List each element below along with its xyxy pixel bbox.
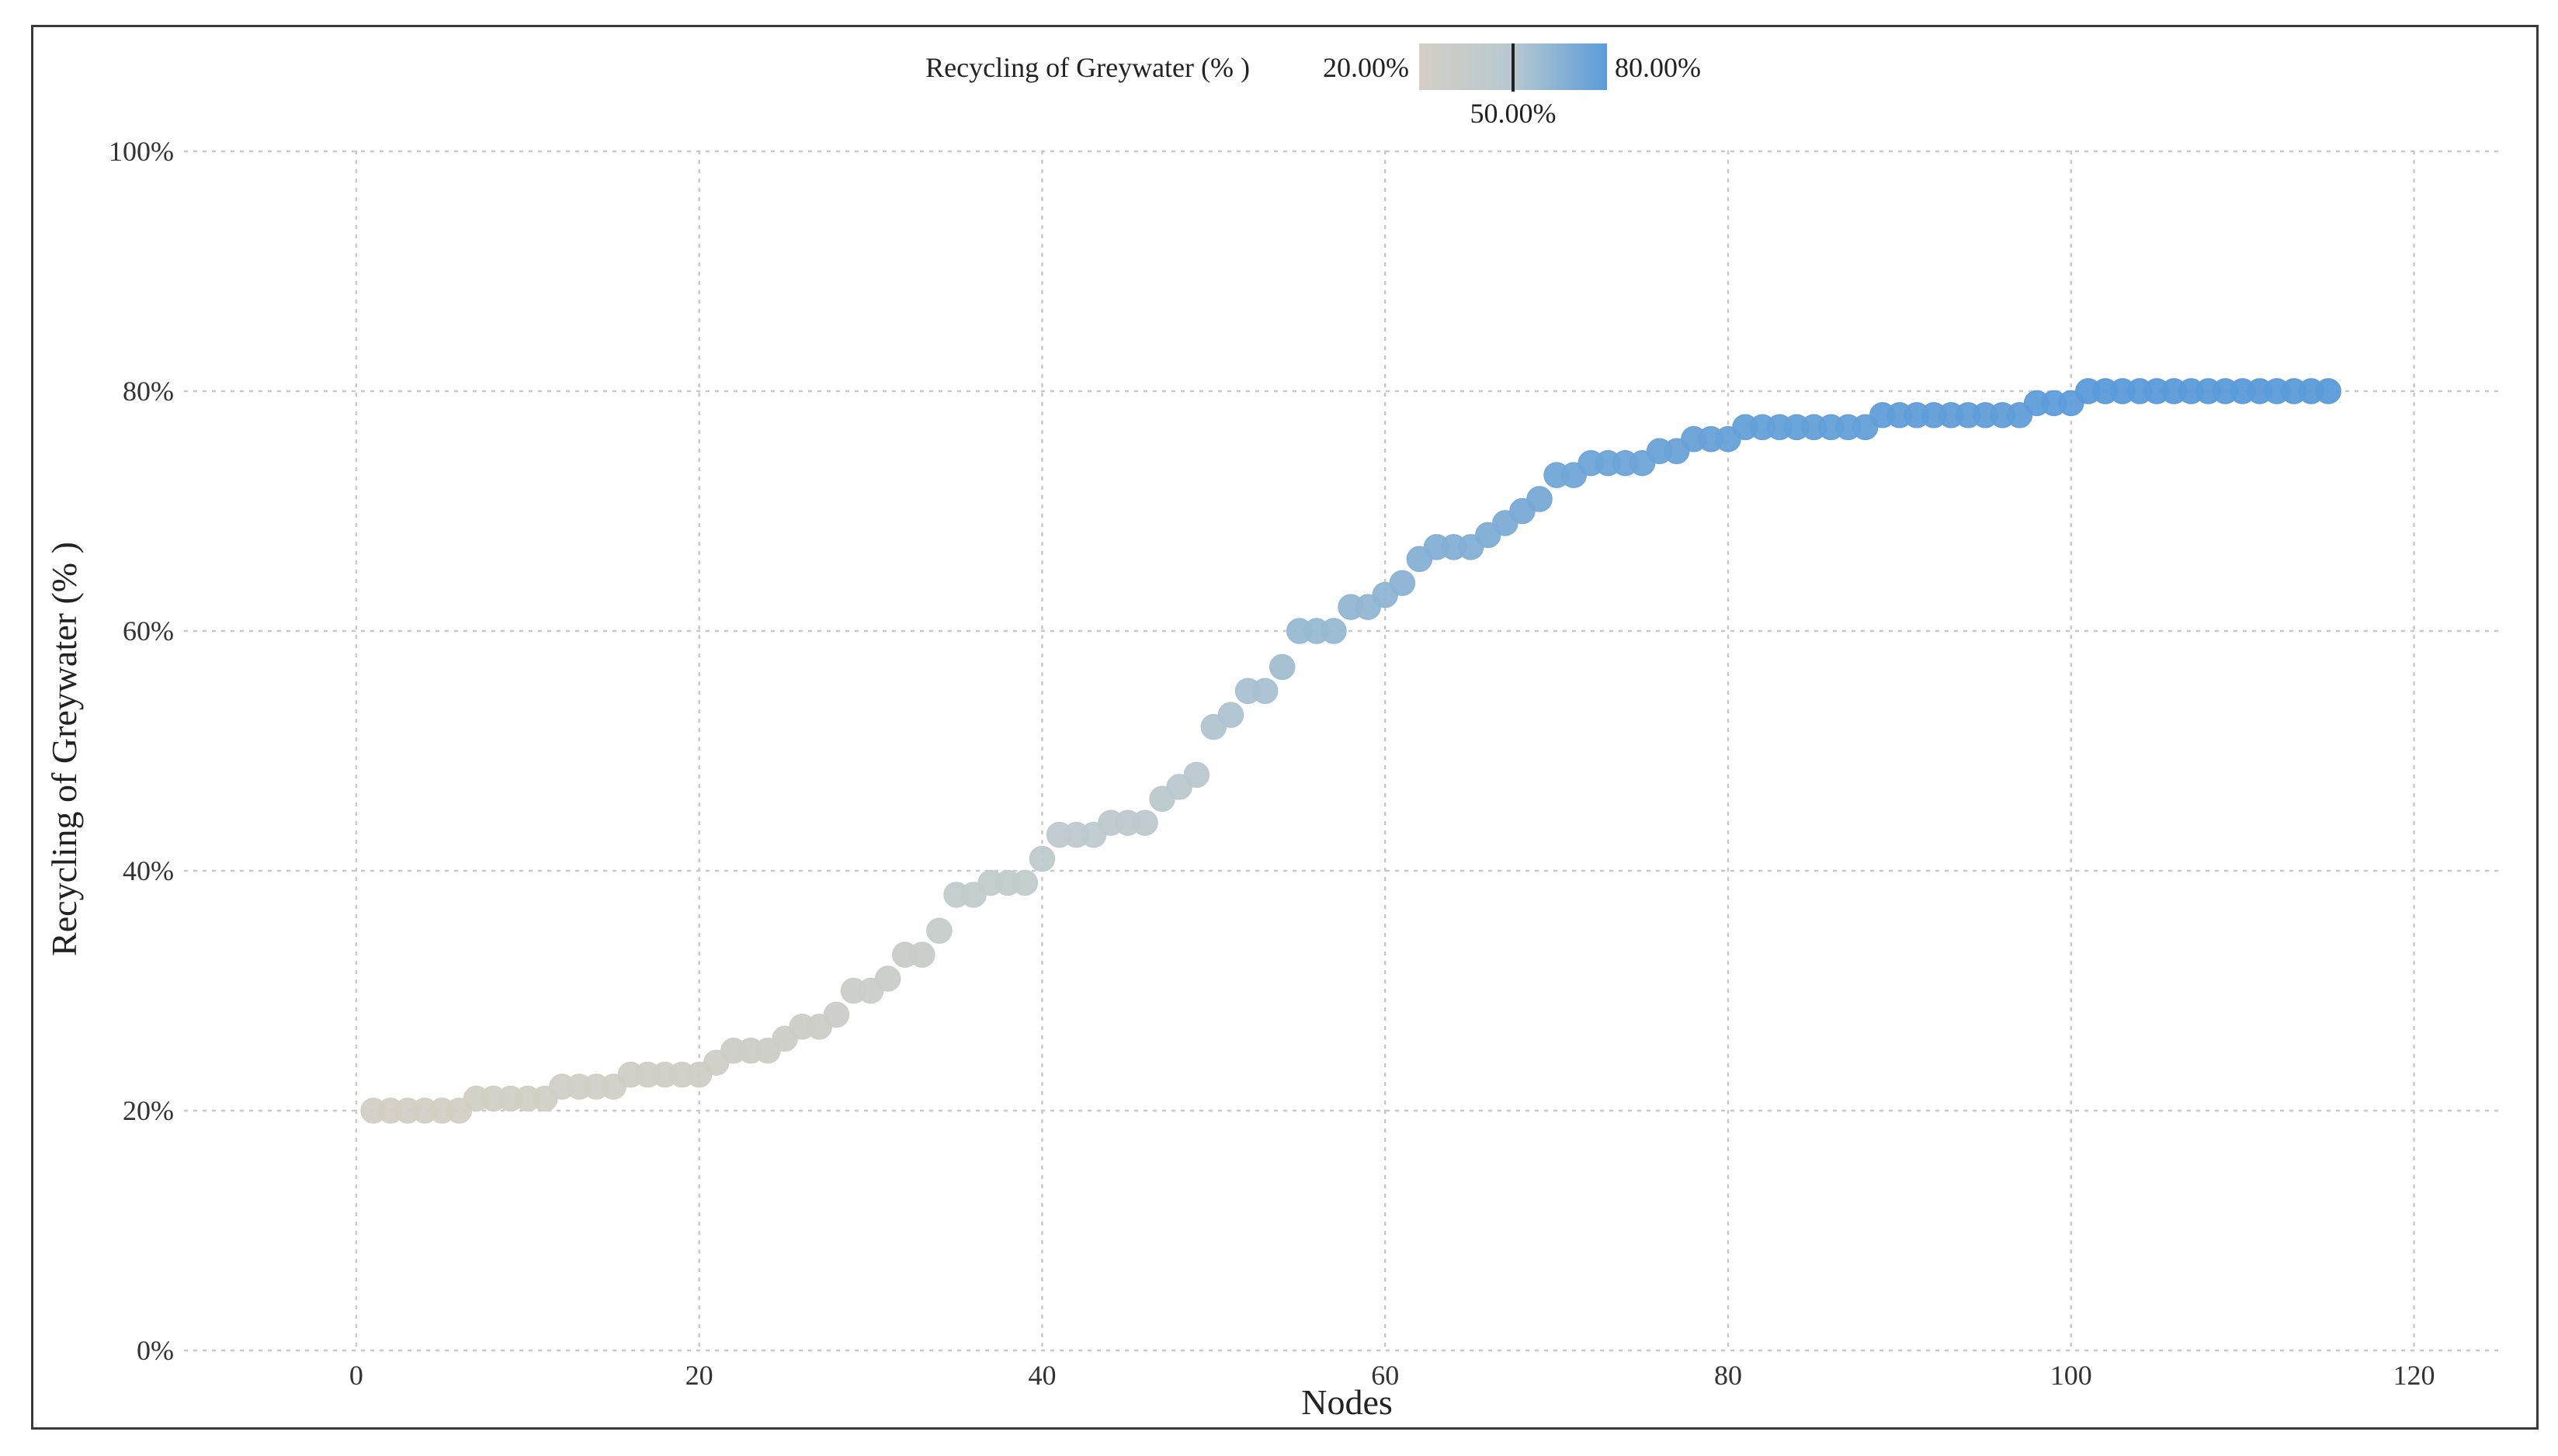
- x-tick-label: 0: [349, 1360, 363, 1391]
- y-tick-label: 60%: [123, 615, 174, 647]
- grid: [183, 150, 2501, 1352]
- data-point: [874, 965, 901, 992]
- x-axis-title: Nodes: [1301, 1382, 1393, 1422]
- data-point: [823, 1001, 850, 1028]
- color-legend: Recycling of Greywater (% ) 20.00% 80.00…: [925, 43, 1701, 129]
- x-tick-label: 80: [1714, 1360, 1742, 1391]
- y-axis-title: Recycling of Greywater (% ): [44, 542, 84, 956]
- legend-min-label: 20.00%: [1323, 52, 1409, 83]
- data-point: [909, 941, 935, 968]
- y-tick-label: 40%: [123, 855, 174, 886]
- data-point: [1217, 702, 1244, 728]
- data-point: [1526, 486, 1553, 512]
- data-points: [360, 378, 2341, 1124]
- data-point: [1389, 570, 1416, 596]
- x-tick-label: 60: [1371, 1360, 1399, 1391]
- x-tick-label: 100: [2050, 1360, 2092, 1391]
- data-point: [1183, 761, 1210, 789]
- legend-title: Recycling of Greywater (% ): [925, 52, 1250, 83]
- x-tick-label: 120: [2393, 1360, 2435, 1391]
- x-tick-label: 20: [685, 1360, 713, 1391]
- data-point: [1251, 678, 1279, 704]
- axis-ticks: 0% 20% 40% 60% 80% 100% 0 20 40 60 80 100 120: [109, 136, 2435, 1391]
- data-point: [1029, 845, 1056, 872]
- data-point: [926, 917, 953, 944]
- data-point: [1321, 618, 1347, 644]
- y-tick-label: 0%: [137, 1335, 174, 1366]
- x-tick-label: 40: [1028, 1360, 1056, 1391]
- y-tick-label: 20%: [123, 1095, 174, 1126]
- data-point: [1012, 869, 1039, 896]
- data-point: [1132, 809, 1158, 836]
- legend-mid-label: 50.00%: [1470, 98, 1557, 129]
- chart-frame: [31, 25, 2539, 1430]
- y-tick-label: 80%: [123, 376, 174, 407]
- data-point: [2315, 378, 2341, 404]
- legend-max-label: 80.00%: [1615, 52, 1701, 83]
- y-tick-label: 100%: [109, 136, 174, 167]
- data-point: [1269, 653, 1296, 681]
